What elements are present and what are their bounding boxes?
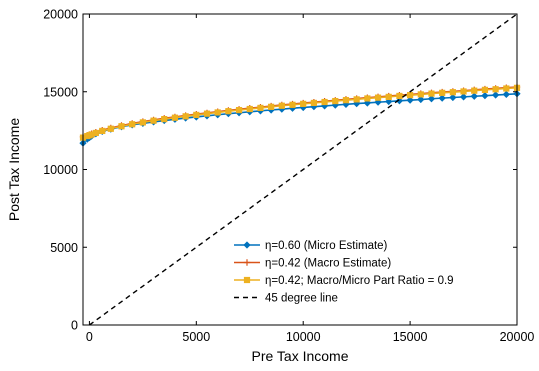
series-0 xyxy=(79,90,521,147)
series-point-2 xyxy=(321,98,328,106)
series-point-2 xyxy=(171,114,179,121)
y-tick-label: 5000 xyxy=(50,241,78,255)
series-point-2 xyxy=(417,91,424,98)
series-point-2 xyxy=(225,108,232,115)
y-tick-label: 15000 xyxy=(43,85,78,99)
series-point-2 xyxy=(300,100,307,107)
x-axis-label: Pre Tax Income xyxy=(251,348,348,364)
series-point-2 xyxy=(460,88,467,95)
series-point-2 xyxy=(492,86,499,93)
series-point-2 xyxy=(257,104,264,112)
series-point-2 xyxy=(235,106,243,114)
series-point-0 xyxy=(417,95,425,104)
series-point-2 xyxy=(92,129,99,137)
legend-marker-1 xyxy=(243,259,251,266)
series-point-2 xyxy=(246,105,253,113)
x-tick-label: 10000 xyxy=(286,330,321,344)
series-point-2 xyxy=(332,97,339,105)
legend-item-2: η=0.42; Macro/Micro Part Ratio = 0.9 xyxy=(234,275,454,287)
series-point-2 xyxy=(203,110,211,117)
legend-label-1: η=0.42 (Macro Estimate) xyxy=(265,258,391,270)
series-point-2 xyxy=(129,121,136,128)
legend-label-3: 45 degree line xyxy=(265,293,338,305)
series-point-2 xyxy=(342,97,350,104)
series-point-0 xyxy=(438,94,446,102)
legend-item-3: 45 degree line xyxy=(234,293,338,305)
series-2 xyxy=(79,84,521,141)
series-point-2 xyxy=(439,89,446,96)
series-point-0 xyxy=(491,91,500,99)
y-axis-label: Post Tax Income xyxy=(6,118,22,221)
series-layer xyxy=(79,13,521,326)
legend-marker-0 xyxy=(243,241,251,249)
series-line-0 xyxy=(82,92,518,144)
legend-label-0: η=0.60 (Micro Estimate) xyxy=(265,240,388,252)
series-point-0 xyxy=(470,92,478,100)
series-3 xyxy=(88,13,518,326)
x-tick-label: 5000 xyxy=(182,330,210,344)
series-point-2 xyxy=(374,94,382,101)
series-point-2 xyxy=(503,85,510,92)
series-point-0 xyxy=(427,95,436,103)
x-tick-label: 0 xyxy=(86,330,93,344)
series-point-2 xyxy=(428,90,435,97)
series-point-0 xyxy=(406,96,414,104)
series-point-2 xyxy=(139,119,146,126)
series-point-2 xyxy=(407,92,414,99)
series-point-2 xyxy=(118,123,125,130)
series-point-2 xyxy=(278,102,285,109)
x-tick-label: 20000 xyxy=(500,330,535,344)
x-tick-label: 15000 xyxy=(393,330,428,344)
series-point-2 xyxy=(193,111,200,119)
series-point-2 xyxy=(99,127,106,135)
legend-marker-2 xyxy=(243,276,251,284)
y-tick-label: 20000 xyxy=(43,8,78,22)
series-point-2 xyxy=(449,89,456,96)
series-point-2 xyxy=(481,86,489,93)
legend-item-1: η=0.42 (Macro Estimate) xyxy=(234,258,391,270)
series-point-2 xyxy=(161,116,168,123)
series-point-2 xyxy=(107,125,114,132)
series-point-0 xyxy=(481,92,489,100)
y-tick-label: 10000 xyxy=(43,163,78,177)
y-tick-label: 0 xyxy=(71,319,78,333)
series-point-0 xyxy=(449,93,457,102)
legend: η=0.60 (Micro Estimate) η=0.42 (Macro Est… xyxy=(234,240,454,305)
series-point-2 xyxy=(150,117,157,124)
series-point-2 xyxy=(353,96,360,103)
series-point-2 xyxy=(289,101,296,108)
series-line-3 xyxy=(88,13,518,326)
series-point-2 xyxy=(214,109,221,116)
series-point-2 xyxy=(268,103,275,110)
series-point-2 xyxy=(364,95,371,102)
series-point-2 xyxy=(310,99,317,107)
legend-label-2: η=0.42; Macro/Micro Part Ratio = 0.9 xyxy=(265,275,454,287)
series-point-2 xyxy=(182,113,189,120)
series-point-2 xyxy=(471,87,478,94)
series-point-2 xyxy=(396,92,403,100)
legend-item-0: η=0.60 (Micro Estimate) xyxy=(234,240,388,252)
ticks-layer: 0 5000 10000 15000 20000 0 5000 10000 15000 20000 xyxy=(43,8,534,345)
series-point-0 xyxy=(459,93,468,101)
series-point-0 xyxy=(502,90,510,99)
series-point-2 xyxy=(385,93,392,100)
series-point-0 xyxy=(395,97,404,105)
